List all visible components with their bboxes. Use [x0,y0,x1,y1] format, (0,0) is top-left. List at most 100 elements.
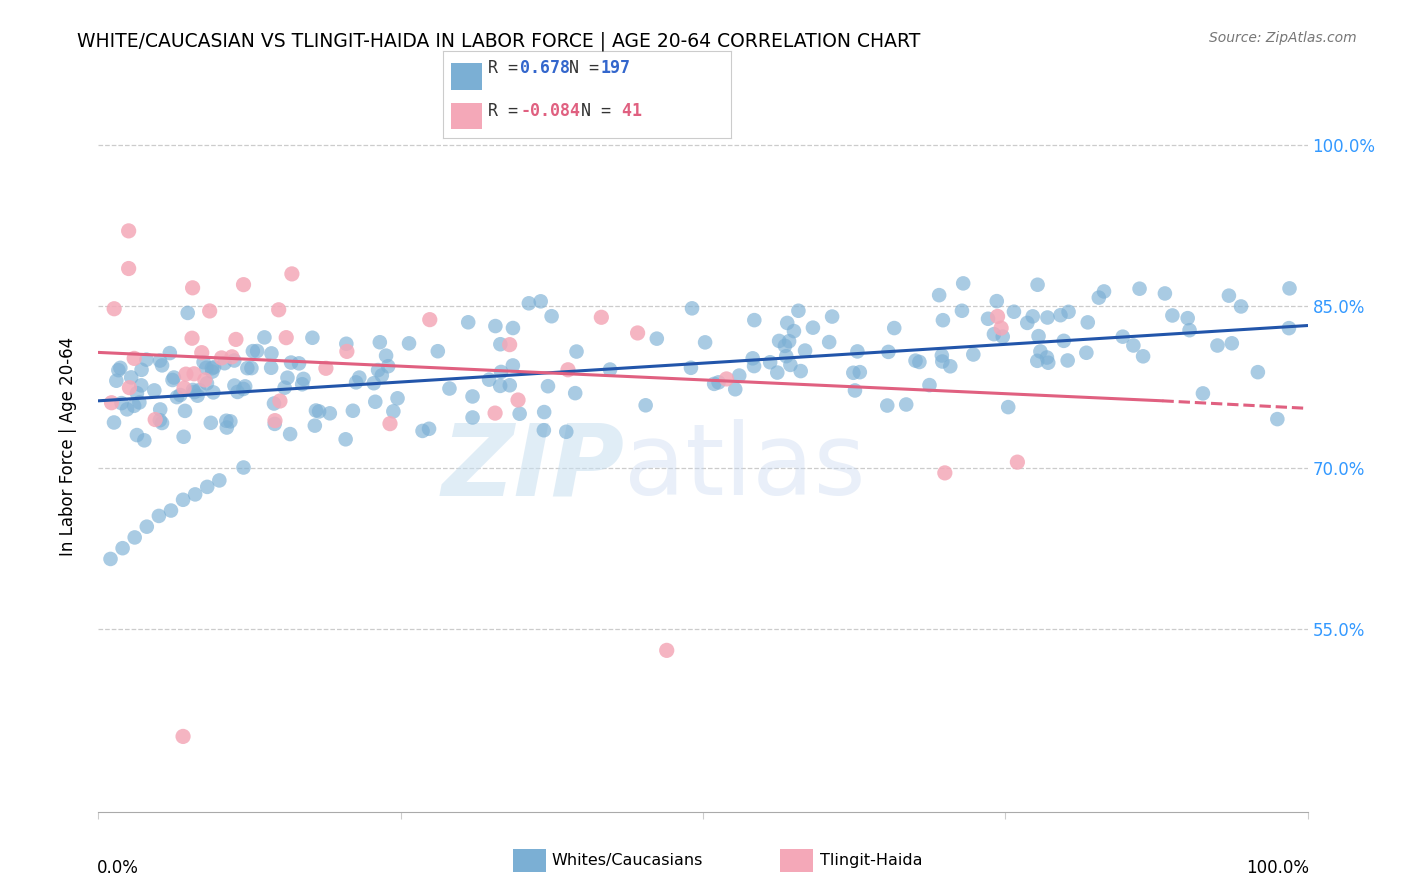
Point [991,329,1014,343]
Point [236,361,259,376]
Point [173,381,195,395]
Point [124,530,146,544]
Point [118,261,141,276]
Point [269,394,291,409]
Point [232,382,254,396]
Point [533,423,555,437]
Point [645,332,668,346]
Text: ZIP: ZIP [441,419,624,516]
Point [143,412,166,426]
Point [540,310,562,324]
Point [1057,305,1080,319]
Point [103,416,125,430]
Point [489,337,512,351]
Point [308,404,330,418]
Point [457,315,479,329]
Text: atlas: atlas [624,419,866,516]
Point [1049,308,1071,322]
Point [1036,351,1059,365]
Point [775,349,797,363]
Point [693,335,716,350]
Point [1028,329,1050,343]
Point [169,388,191,402]
Point [105,374,128,388]
Point [555,425,578,439]
Point [131,363,153,377]
Point [263,417,285,431]
Point [378,417,401,431]
Point [931,349,953,363]
Point [990,321,1012,335]
Point [626,326,648,340]
Point [115,402,138,417]
Point [1247,365,1270,379]
Point [502,321,524,335]
Point [148,508,170,523]
Point [883,321,905,335]
Point [195,376,218,391]
Point [288,356,311,370]
Point [160,503,183,517]
Point [125,386,148,401]
Point [118,381,141,395]
Point [202,360,225,375]
Point [181,383,204,397]
Point [364,394,387,409]
Point [1177,311,1199,326]
Text: N =: N = [569,59,609,77]
Point [260,346,283,360]
Point [280,355,302,369]
Point [382,404,405,418]
Point [768,334,790,348]
Point [135,352,157,367]
Point [498,337,520,351]
Text: 197: 197 [600,59,630,77]
Text: WHITE/CAUCASIAN VS TLINGIT-HAIDA IN LABOR FORCE | AGE 20-64 CORRELATION CHART: WHITE/CAUCASIAN VS TLINGIT-HAIDA IN LABO… [77,31,921,51]
Point [728,368,751,383]
Point [181,331,204,345]
Point [1022,310,1045,324]
Point [224,378,246,392]
Point [1038,356,1060,370]
Point [779,358,801,372]
Point [335,432,357,446]
Point [319,406,342,420]
Point [232,460,254,475]
Point [931,354,953,368]
Point [787,303,810,318]
Point [1077,315,1099,329]
Point [202,385,225,400]
Point [461,410,484,425]
Point [143,384,166,398]
Point [418,422,440,436]
Point [655,643,678,657]
Point [773,339,796,353]
Point [232,277,254,292]
Text: 100.0%: 100.0% [1246,859,1309,877]
Point [342,403,364,417]
Point [1128,282,1150,296]
Point [821,310,844,324]
Point [1036,310,1059,325]
Point [304,418,326,433]
Point [260,360,283,375]
Point [1092,285,1115,299]
Point [195,360,218,375]
Point [1154,286,1177,301]
Point [336,344,359,359]
Point [187,389,209,403]
Point [367,363,389,377]
Point [509,407,531,421]
Point [387,392,409,406]
Point [335,336,357,351]
Point [183,367,205,381]
Point [877,345,900,359]
Point [134,434,156,448]
Point [530,294,553,309]
Point [1056,353,1078,368]
Point [100,552,122,566]
Point [1132,349,1154,363]
Point [242,344,264,359]
Point [1267,412,1289,426]
Point [439,382,461,396]
